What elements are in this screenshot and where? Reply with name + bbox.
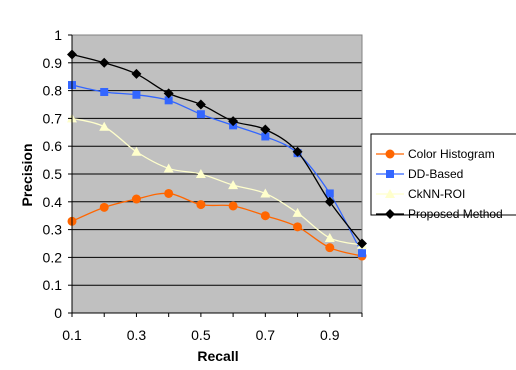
y-tick-label: 0.7 xyxy=(43,110,63,126)
y-tick-label: 0.6 xyxy=(43,138,63,154)
data-point-proposed-method xyxy=(163,88,174,99)
data-point-cknn-roi xyxy=(228,180,239,190)
data-point-color-histogram xyxy=(164,188,174,198)
data-point-dd-based xyxy=(164,96,173,105)
data-point-proposed-method xyxy=(131,68,142,79)
series-line-proposed-method xyxy=(71,53,363,244)
x-tick-label: 0.5 xyxy=(191,327,211,343)
x-tick-label: 0.7 xyxy=(256,327,276,343)
data-point-color-histogram xyxy=(228,201,238,211)
data-point-cknn-roi xyxy=(292,207,303,217)
data-point-proposed-method xyxy=(260,124,271,135)
legend-label-proposed-method: Proposed Method xyxy=(408,207,503,221)
x-tick-label: 0.9 xyxy=(320,327,340,343)
legend-marker-dd-based xyxy=(386,170,394,178)
series-proposed-method xyxy=(67,49,367,249)
data-point-color-histogram xyxy=(99,202,109,212)
y-tick-label: 0.2 xyxy=(43,249,63,265)
data-point-proposed-method xyxy=(357,238,367,249)
y-axis-title: Precision xyxy=(19,143,35,206)
data-point-proposed-method xyxy=(195,99,206,110)
data-point-color-histogram xyxy=(293,222,303,232)
y-tick-label: 0.3 xyxy=(43,222,63,238)
data-point-dd-based xyxy=(100,87,109,96)
series-line-dd-based xyxy=(71,84,363,254)
y-tick-label: 0.9 xyxy=(43,55,63,71)
y-tick-label: 0.8 xyxy=(43,83,63,99)
data-point-color-histogram xyxy=(196,200,206,210)
data-point-cknn-roi xyxy=(260,188,271,198)
legend-marker-color-histogram xyxy=(385,149,395,159)
x-tick-label: 0.1 xyxy=(62,327,82,343)
data-point-dd-based xyxy=(261,132,270,141)
data-point-dd-based xyxy=(196,110,205,119)
series-line-cknn-roi xyxy=(71,117,363,246)
x-axis-title: Recall xyxy=(197,348,238,364)
data-point-cknn-roi xyxy=(195,169,206,178)
y-tick-label: 1 xyxy=(54,27,62,43)
legend-marker-proposed-method xyxy=(385,209,395,219)
data-point-proposed-method xyxy=(324,196,335,207)
legend: Color Histogram DD-Based CkNN-ROI Proposed … xyxy=(370,133,516,221)
data-point-dd-based xyxy=(325,189,334,198)
series-line-color-histogram xyxy=(71,192,363,257)
data-point-color-histogram xyxy=(131,194,141,204)
data-point-proposed-method xyxy=(99,57,110,68)
data-point-proposed-method xyxy=(292,146,303,157)
legend-label-color-histogram: Color Histogram xyxy=(408,147,495,161)
data-point-cknn-roi xyxy=(131,146,142,156)
data-point-color-histogram xyxy=(325,243,335,253)
legend-label-cknn-roi: CkNN-ROI xyxy=(408,187,465,201)
data-point-cknn-roi xyxy=(163,163,174,173)
y-tick-label: 0 xyxy=(54,305,62,321)
plot-area xyxy=(71,34,363,314)
data-point-cknn-roi xyxy=(324,232,335,242)
series-layer xyxy=(67,49,367,261)
legend-marker-cknn-roi xyxy=(385,189,395,198)
y-tick-label: 0.1 xyxy=(43,277,63,293)
data-point-dd-based xyxy=(358,249,366,258)
y-tick-label: 0.5 xyxy=(43,166,63,182)
series-color-histogram xyxy=(67,188,367,261)
data-point-dd-based xyxy=(132,90,141,99)
legend-label-dd-based: DD-Based xyxy=(408,167,463,181)
data-point-color-histogram xyxy=(260,211,270,221)
data-point-cknn-roi xyxy=(99,121,110,131)
x-tick-label: 0.3 xyxy=(127,327,147,343)
axes: 00.10.20.30.40.50.60.70.80.910.1 0.3 0.5 0.… xyxy=(43,27,363,343)
y-tick-label: 0.4 xyxy=(43,194,63,210)
data-point-proposed-method xyxy=(228,116,239,127)
